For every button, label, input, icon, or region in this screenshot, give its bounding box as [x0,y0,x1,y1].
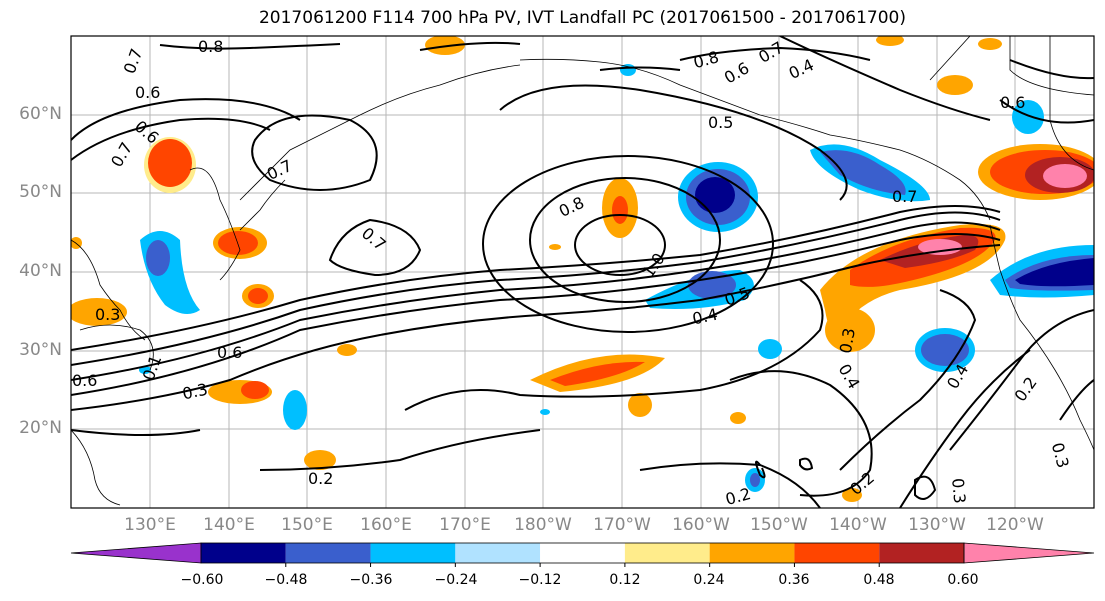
lat-label: 50°N [19,182,62,202]
contour-label: 0.4 [691,305,720,329]
lon-label: 130°W [908,515,966,535]
colorbar-segment [879,543,964,563]
contour-label: 0.7 [892,187,917,206]
colorbar-tick-label: 0.36 [778,572,810,588]
lon-label: 120°W [986,515,1044,535]
colorbar-segment [455,543,541,563]
contour-label: 0.6 [217,343,242,362]
colorbar-tick-label: −0.36 [349,572,393,588]
contour-label: 0.3 [836,327,859,355]
lon-label: 150°W [750,515,808,535]
lon-label: 150°E [281,515,333,535]
colorbar-segment [794,543,880,563]
lon-label: 160°W [672,515,730,535]
lon-label: 140°E [203,515,255,535]
colorbar-border [200,542,965,564]
lon-label: 140°W [829,515,887,535]
contour-label: 0.2 [308,469,333,488]
colorbar-segment [624,543,710,563]
ivt-shading [71,36,1094,502]
pv-contours [71,36,1094,508]
map-frame [70,35,1095,509]
lat-label: 30°N [19,340,62,360]
contour-label: 0.6 [72,371,97,390]
colorbar-tick-label: −0.60 [180,572,224,588]
lat-label: 40°N [19,261,62,281]
colorbar-tick-label: −0.24 [434,572,478,588]
lon-label: 170°W [593,515,651,535]
contour-label: 0.6 [135,83,160,102]
colorbar-segment [709,543,795,563]
contour-label: 0.5 [708,113,733,132]
colorbar-tick-label: 0.24 [693,572,725,588]
colorbar-segment [370,543,456,563]
contour-label: 0.3 [95,305,120,324]
colorbar-tick-label: 0.48 [863,572,895,588]
coastlines [71,36,1094,506]
colorbar-tick-label: 0.12 [609,572,641,588]
contour-label: 0.8 [198,37,223,56]
contour-label: 0.3 [181,380,210,404]
colorbar-extend-max [963,542,1095,564]
contour-label: 0.3 [948,477,969,504]
colorbar-segment [540,543,625,563]
lat-label: 20°N [19,418,62,438]
contour-label: 0.2 [723,484,753,509]
colorbar-segment [201,543,286,563]
lat-label: 60°N [19,104,62,124]
lon-label: 160°E [360,515,412,535]
contour-label: 0.6 [1000,93,1025,112]
lon-label: 180°W [514,515,572,535]
figure-title: 2017061200 F114 700 hPa PV, IVT Landfall… [258,8,906,28]
colorbar-tick-label: 0.60 [947,572,979,588]
colorbar [70,542,1095,567]
colorbar-segment [285,543,371,563]
lon-label: 170°E [439,515,491,535]
colorbar-tick-label: −0.12 [518,572,562,588]
colorbar-extend-min [70,542,202,564]
lon-label: 130°E [124,515,176,535]
colorbar-tick-label: −0.48 [264,572,308,588]
